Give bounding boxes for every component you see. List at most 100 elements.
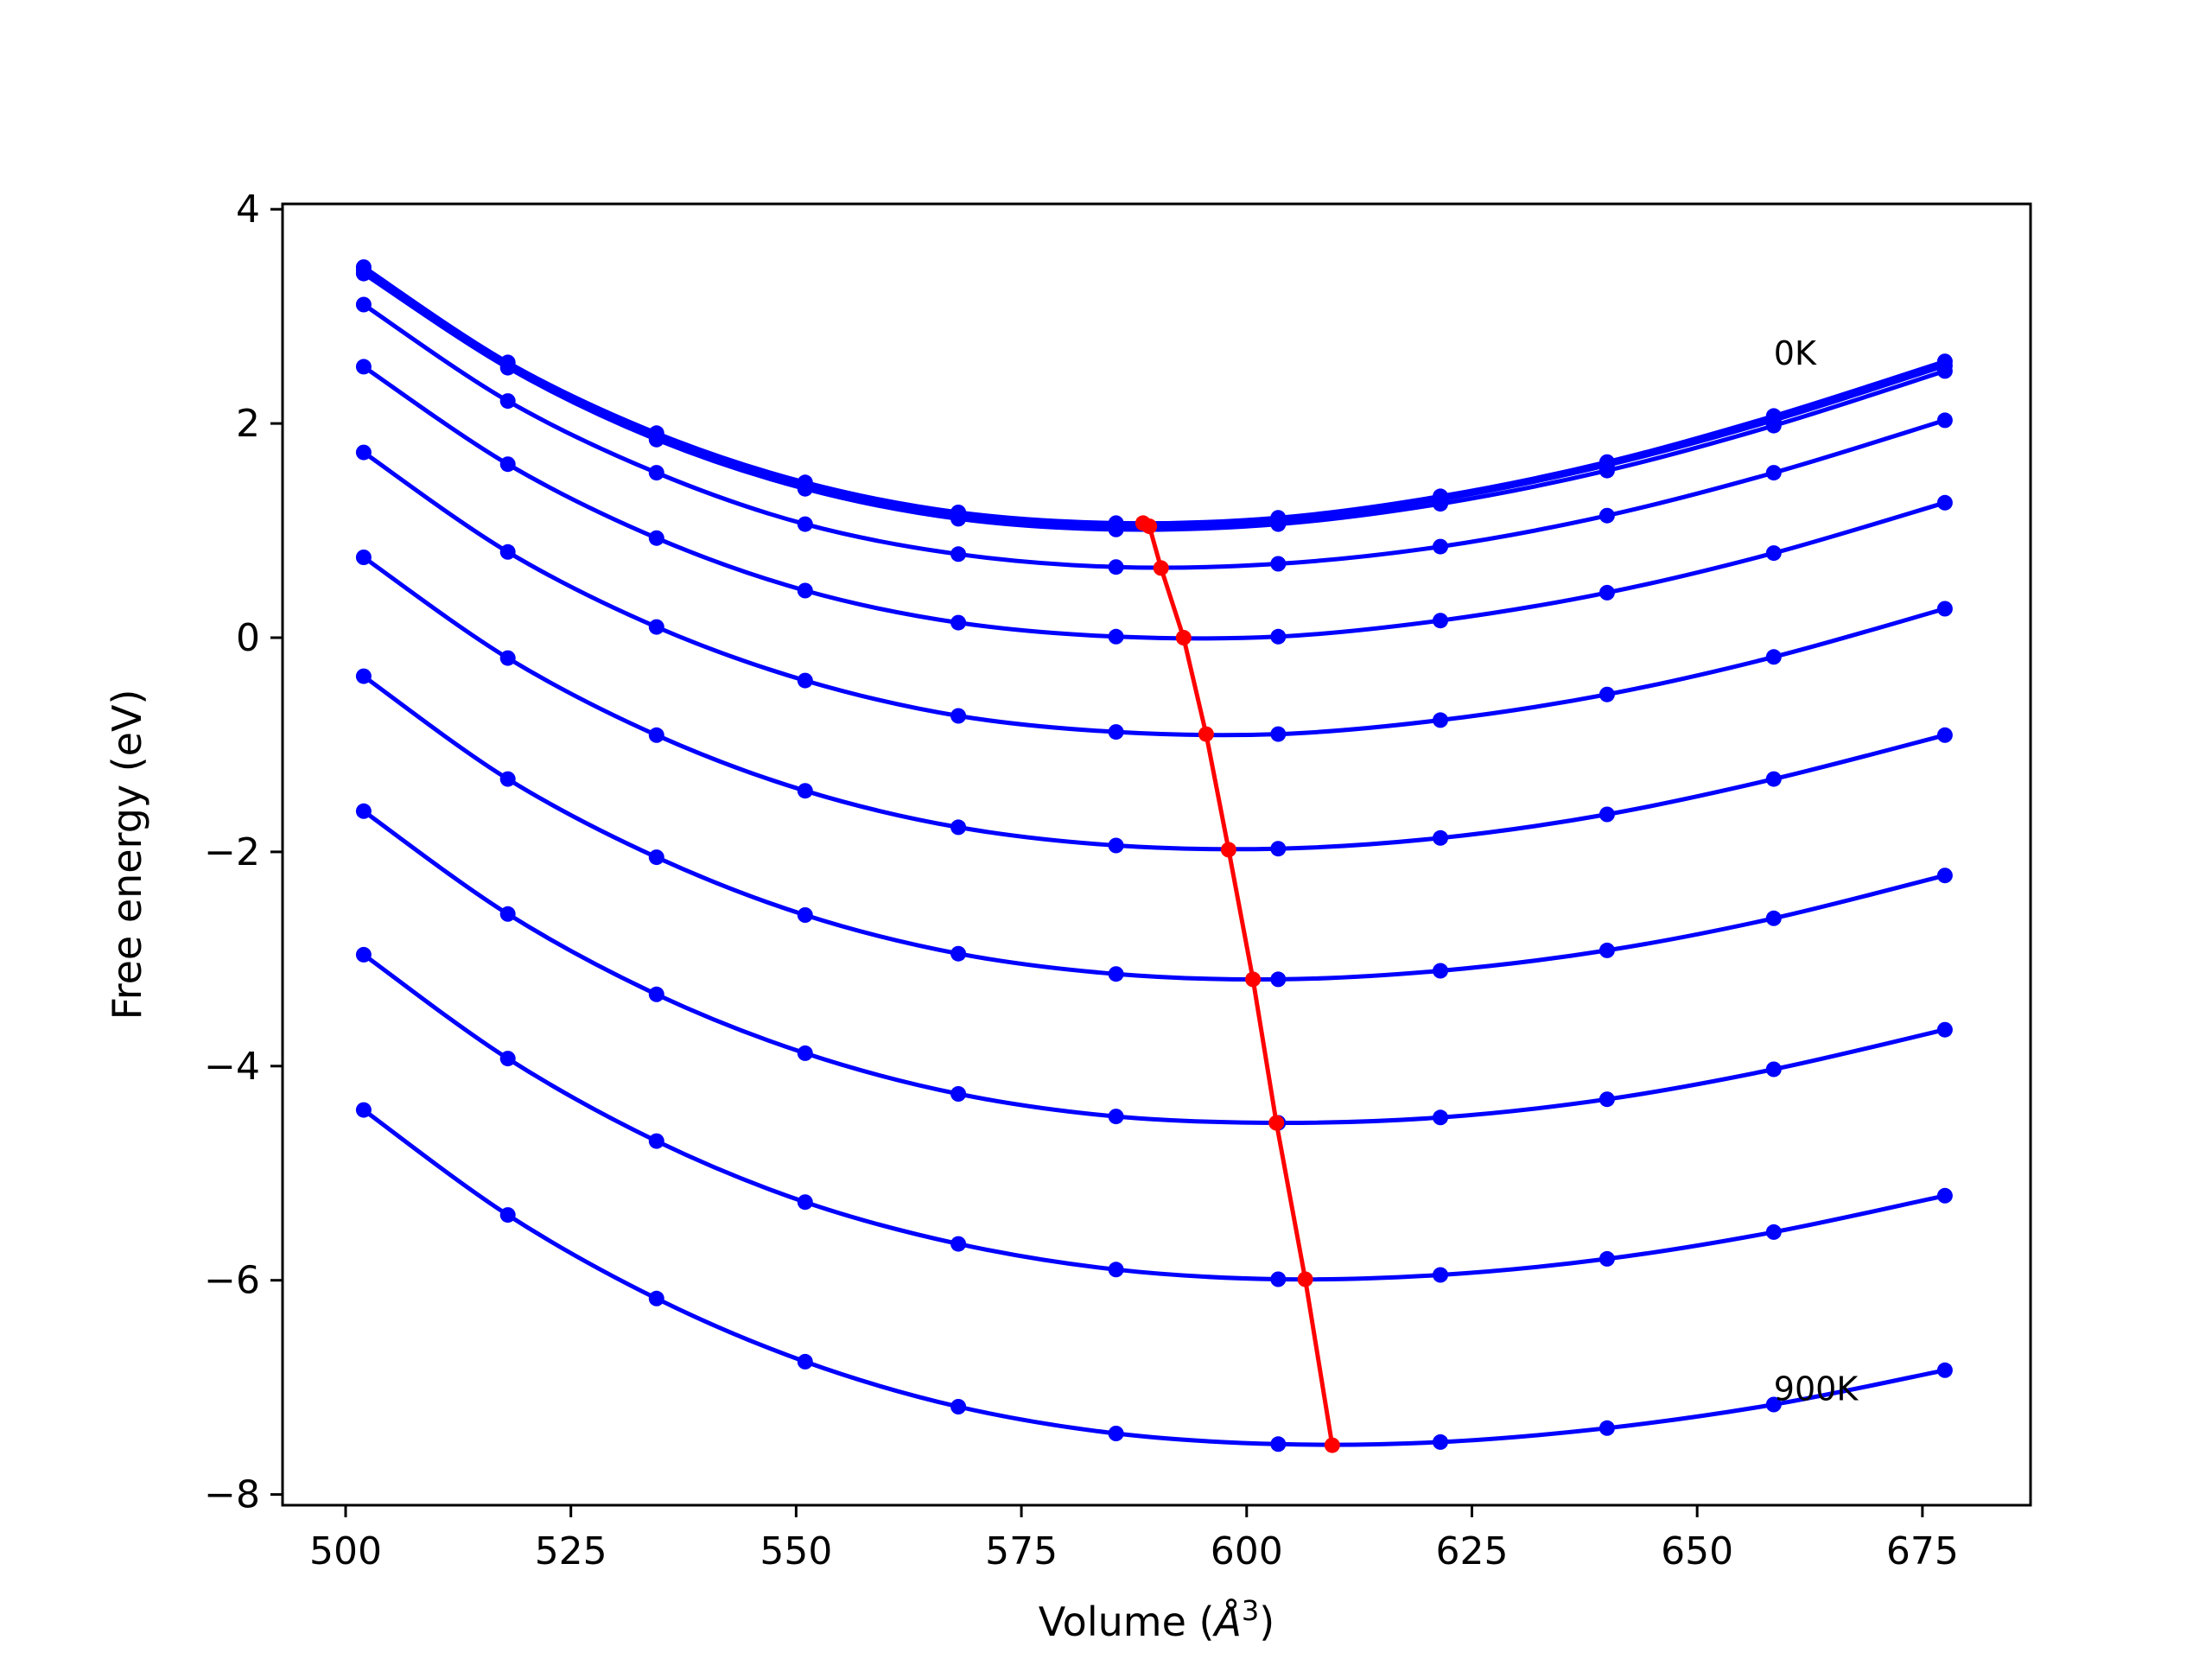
data-point bbox=[950, 511, 967, 527]
data-point bbox=[1270, 1436, 1287, 1452]
x-tick-label: 525 bbox=[535, 1529, 607, 1573]
x-tick-label: 675 bbox=[1886, 1529, 1959, 1573]
data-point bbox=[797, 480, 813, 497]
data-point bbox=[1433, 830, 1448, 846]
data-point bbox=[1270, 628, 1287, 645]
series-9 bbox=[355, 946, 1953, 1287]
series-line bbox=[362, 268, 1946, 529]
data-point bbox=[797, 907, 813, 923]
minima-point bbox=[1198, 726, 1214, 742]
data-point bbox=[1108, 521, 1124, 537]
data-point bbox=[950, 708, 967, 724]
data-point bbox=[1433, 613, 1448, 629]
data-point bbox=[648, 1290, 664, 1306]
data-point bbox=[355, 359, 372, 375]
data-point bbox=[499, 543, 516, 560]
data-point bbox=[355, 265, 372, 282]
series-5 bbox=[355, 444, 1953, 742]
data-point bbox=[499, 771, 516, 787]
series-2 bbox=[355, 265, 1953, 537]
y-tick-label: −6 bbox=[204, 1259, 260, 1303]
data-point bbox=[648, 619, 664, 635]
data-point bbox=[1599, 462, 1615, 479]
data-point bbox=[1599, 584, 1615, 601]
data-point bbox=[1433, 538, 1448, 555]
data-point bbox=[1599, 1091, 1615, 1108]
data-point bbox=[648, 530, 664, 546]
series-line bbox=[362, 674, 1946, 982]
series-line bbox=[362, 952, 1946, 1282]
data-point bbox=[1599, 1420, 1615, 1436]
data-point bbox=[1765, 545, 1782, 562]
data-point bbox=[499, 650, 516, 666]
data-point bbox=[1936, 412, 1953, 429]
data-point bbox=[797, 516, 813, 532]
series-3 bbox=[355, 296, 1953, 575]
minima-point bbox=[1297, 1271, 1313, 1287]
data-point bbox=[355, 296, 372, 313]
data-point bbox=[1599, 507, 1615, 524]
data-point bbox=[1936, 1021, 1953, 1038]
data-point bbox=[1270, 516, 1287, 532]
x-tick-label: 500 bbox=[309, 1529, 382, 1573]
x-axis-label: Volume (Å3) bbox=[1039, 1594, 1274, 1645]
data-point bbox=[648, 465, 664, 481]
data-point bbox=[499, 906, 516, 922]
y-tick-label: −4 bbox=[204, 1045, 260, 1089]
data-point bbox=[355, 803, 372, 819]
data-point bbox=[1765, 465, 1782, 481]
data-point bbox=[950, 819, 967, 836]
data-point bbox=[1108, 1262, 1124, 1278]
data-point bbox=[1270, 726, 1287, 742]
data-point bbox=[797, 1353, 813, 1370]
data-point bbox=[797, 1045, 813, 1061]
y-tick-label: −2 bbox=[204, 830, 260, 874]
annotation-label: 900K bbox=[1774, 1370, 1859, 1408]
data-point bbox=[499, 456, 516, 473]
data-point bbox=[1765, 1061, 1782, 1077]
data-point bbox=[950, 1399, 967, 1414]
data-point bbox=[1108, 559, 1124, 575]
series-7 bbox=[355, 668, 1953, 988]
x-tick-label: 600 bbox=[1211, 1529, 1283, 1573]
data-point bbox=[648, 431, 664, 448]
y-axis-label: Free energy (eV) bbox=[104, 690, 150, 1020]
data-point bbox=[1433, 1109, 1448, 1126]
series-8 bbox=[355, 803, 1953, 1131]
series-line bbox=[362, 1108, 1946, 1447]
data-point bbox=[648, 986, 664, 1002]
data-point bbox=[1433, 963, 1448, 979]
data-point bbox=[355, 668, 372, 684]
data-point bbox=[1765, 1396, 1782, 1413]
series-1 bbox=[355, 262, 1953, 535]
x-tick-label: 650 bbox=[1661, 1529, 1733, 1573]
minima-point bbox=[1220, 842, 1236, 858]
x-tick-label: 550 bbox=[760, 1529, 832, 1573]
minima-point bbox=[1175, 630, 1192, 645]
data-point bbox=[1108, 837, 1124, 854]
data-point bbox=[797, 1194, 813, 1211]
data-point bbox=[1765, 417, 1782, 434]
series-line bbox=[362, 265, 1946, 526]
data-point bbox=[1108, 966, 1124, 982]
data-point bbox=[1599, 1250, 1615, 1267]
data-point bbox=[1270, 1271, 1287, 1287]
data-point bbox=[950, 945, 967, 962]
data-point bbox=[1599, 806, 1615, 823]
x-tick-label: 575 bbox=[985, 1529, 1058, 1573]
data-point bbox=[355, 444, 372, 461]
data-point bbox=[797, 672, 813, 689]
series-line bbox=[362, 450, 1946, 738]
data-point bbox=[499, 1207, 516, 1224]
y-tick-label: 0 bbox=[236, 616, 260, 660]
series-10 bbox=[355, 1102, 1953, 1452]
y-tick-label: −8 bbox=[204, 1473, 260, 1517]
data-point bbox=[499, 1051, 516, 1067]
annotations-layer: 0K 900K bbox=[1774, 334, 1859, 1408]
data-point bbox=[1270, 971, 1287, 988]
x-tick-label: 625 bbox=[1435, 1529, 1508, 1573]
data-point bbox=[950, 1236, 967, 1252]
data-point bbox=[1936, 494, 1953, 511]
annotation-label: 0K bbox=[1774, 334, 1817, 372]
